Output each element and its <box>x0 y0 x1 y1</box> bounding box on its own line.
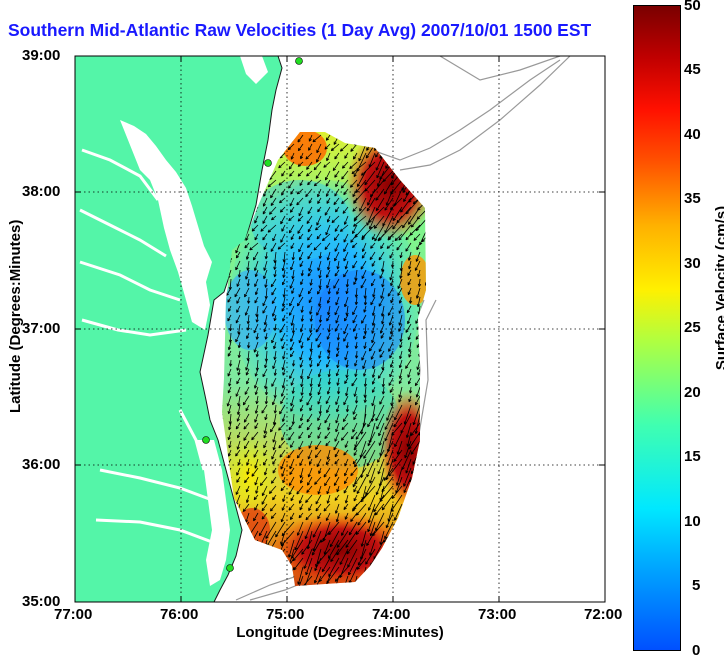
station-markers <box>202 57 303 572</box>
x-tick-label: 72:00 <box>584 606 623 623</box>
y-tick-label: 38:00 <box>22 183 61 200</box>
y-tick-label: 37:00 <box>22 320 61 337</box>
colorbar-tick-label: 15 <box>684 448 701 465</box>
colorbar-tick-label: 25 <box>684 319 701 336</box>
colorbar-tick-label: 35 <box>684 190 701 207</box>
y-tick-label: 35:00 <box>22 593 61 610</box>
coastline <box>199 56 283 602</box>
colorbar-tick-label: 45 <box>684 61 701 78</box>
colorbar-tick-label: 5 <box>692 577 701 594</box>
colorbar <box>633 5 681 651</box>
station-marker <box>264 159 272 167</box>
colorbar-tick-label: 40 <box>684 126 701 143</box>
map-title: Southern Mid-Atlantic Raw Velocities (1 … <box>8 20 592 40</box>
tick-marks <box>75 56 605 602</box>
colorbar-tick-label: 10 <box>684 513 701 530</box>
y-tick-label: 36:00 <box>22 456 61 473</box>
x-tick-label: 75:00 <box>266 606 305 623</box>
station-marker <box>202 436 210 444</box>
x-tick-label: 76:00 <box>160 606 199 623</box>
rivers <box>79 148 221 547</box>
grid-lines <box>75 56 605 602</box>
colorbar-tick-label: 30 <box>684 255 701 272</box>
x-axis-label: Longitude (Degrees:Minutes) <box>236 624 444 641</box>
pamlico-sound <box>196 440 230 586</box>
chesapeake-bay <box>120 120 212 330</box>
x-tick-label: 74:00 <box>372 606 411 623</box>
velocity-arrows <box>222 134 426 586</box>
x-tick-label: 77:00 <box>54 606 93 623</box>
station-marker <box>295 57 303 65</box>
colorbar-tick-label: 0 <box>692 642 701 659</box>
y-tick-label: 39:00 <box>22 47 61 64</box>
colorbar-tick-label: 20 <box>684 384 701 401</box>
colorbar-tick-label: 50 <box>684 0 701 14</box>
x-tick-label: 73:00 <box>478 606 517 623</box>
colorbar-label: Surface Velocity (cm/s) <box>713 205 724 371</box>
delaware-bay <box>240 56 268 84</box>
y-axis-label: Latitude (Degrees:Minutes) <box>7 219 24 413</box>
station-marker <box>226 564 234 572</box>
